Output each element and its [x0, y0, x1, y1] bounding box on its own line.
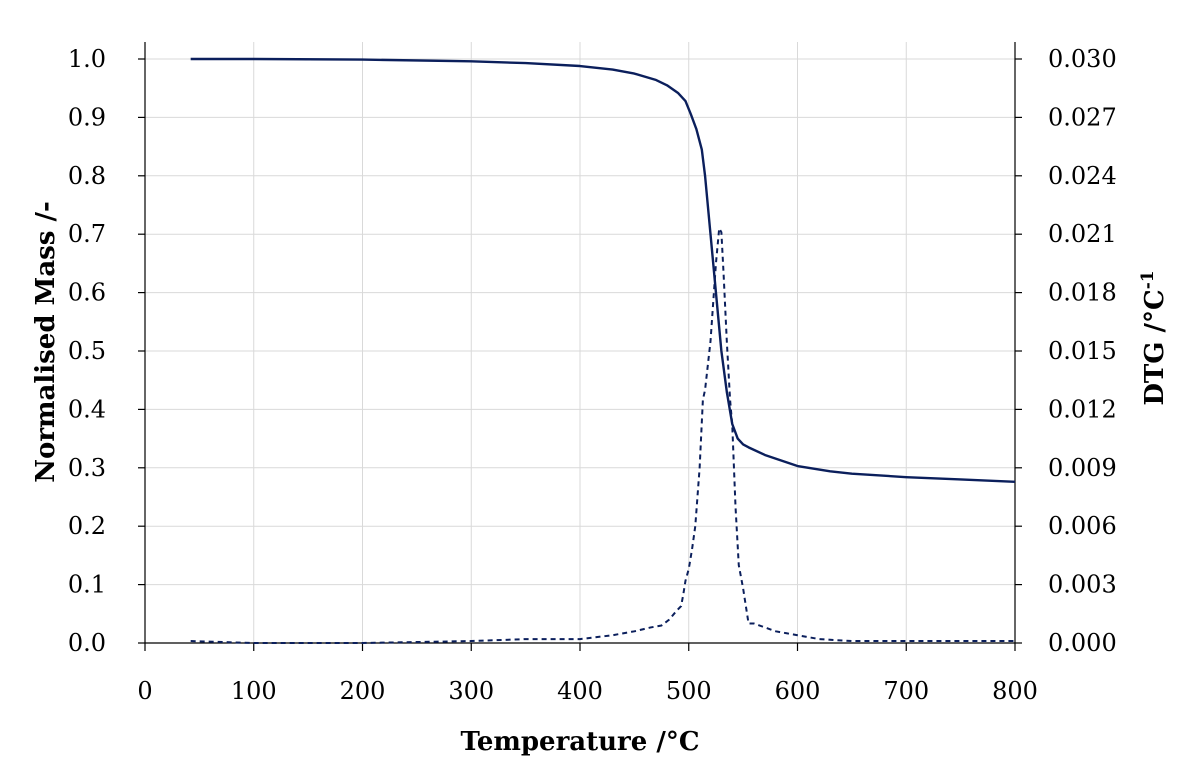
y-left-tick-label: 0.1 [68, 571, 106, 599]
y-left-tick-label: 0.6 [68, 279, 106, 307]
x-tick-label: 800 [992, 677, 1038, 705]
dtg-series-line [190, 227, 1015, 644]
series [190, 57, 1016, 644]
y-left-tick-label: 0.0 [68, 629, 106, 657]
y-left-tick-label: 0.2 [68, 512, 106, 540]
y-left-tick-labels: 0.0 0.1 0.2 0.3 0.4 0.5 0.6 0.7 0.8 0.9 1.0 [68, 45, 106, 657]
y-right-tick-label: 0.012 [1048, 395, 1117, 423]
y-axis-right-title-main: DTG /°C [1140, 289, 1170, 405]
y-right-tick-label: 0.015 [1048, 337, 1117, 365]
y-right-tick-label: 0.018 [1048, 279, 1117, 307]
x-tick-label: 100 [231, 677, 277, 705]
x-tick-label: 600 [775, 677, 821, 705]
x-tick-label: 300 [448, 677, 494, 705]
y-right-tick-label: 0.006 [1048, 512, 1117, 540]
y-right-tick-label: 0.030 [1048, 45, 1117, 73]
y-axis-left-title: Normalised Mass /- [31, 201, 61, 483]
y-right-tick-label: 0.021 [1048, 220, 1117, 248]
y-left-tick-label: 0.4 [68, 395, 106, 423]
y-right-tick-label: 0.009 [1048, 454, 1117, 482]
x-tick-label: 500 [666, 677, 712, 705]
y-axis-right-title-superscript: -1 [1138, 270, 1158, 289]
y-left-tick-label: 0.5 [68, 337, 106, 365]
y-left-tick-label: 1.0 [68, 45, 106, 73]
x-tick-label: 400 [557, 677, 603, 705]
x-tick-labels: 0 100 200 300 400 500 600 700 800 [137, 677, 1038, 705]
y-left-tick-label: 0.9 [68, 103, 106, 131]
grid-lines [145, 42, 1016, 643]
y-right-tick-label: 0.003 [1048, 571, 1117, 599]
y-left-tick-label: 0.8 [68, 162, 106, 190]
y-right-tick-label: 0.000 [1048, 629, 1117, 657]
y-right-tick-label: 0.027 [1048, 103, 1117, 131]
x-axis-title: Temperature /°C [460, 727, 699, 757]
x-tick-label: 200 [340, 677, 386, 705]
y-right-tick-label: 0.024 [1048, 162, 1117, 190]
x-tick-label: 700 [883, 677, 929, 705]
x-tick-label: 0 [137, 677, 152, 705]
y-right-tick-labels: 0.000 0.003 0.006 0.009 0.012 0.015 0.018 0.021… [1048, 45, 1117, 657]
y-left-tick-label: 0.3 [68, 454, 106, 482]
y-left-tick-label: 0.7 [68, 220, 106, 248]
mass-series-line [190, 57, 1016, 484]
y-axis-right-title: DTG /°C-1 [1138, 270, 1170, 405]
